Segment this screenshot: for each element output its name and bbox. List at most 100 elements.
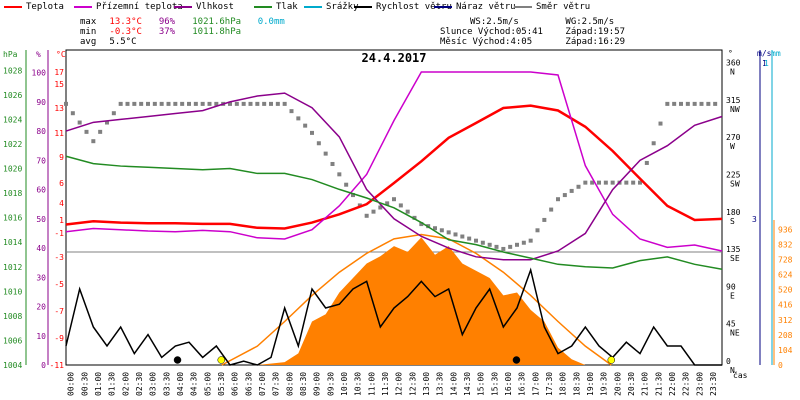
wind-direction-point: [562, 193, 567, 198]
tick-time: 13:30: [436, 372, 445, 396]
wind-direction-point: [665, 101, 670, 106]
wind-direction-point: [371, 209, 376, 214]
wind-direction-point: [467, 236, 472, 241]
wind-direction-point: [180, 101, 185, 106]
wind-direction-point: [487, 242, 492, 247]
legend-label: Tlak: [276, 2, 298, 12]
wind-direction-point: [77, 120, 82, 125]
tick-time: 17:30: [545, 372, 554, 396]
tick-time: 15:00: [477, 372, 486, 396]
wind-direction-point: [508, 244, 513, 249]
tick-time: 18:30: [572, 372, 581, 396]
wind-direction-point: [542, 217, 547, 222]
tick-pressure: 1010: [3, 287, 22, 296]
wind-direction-point: [474, 238, 478, 243]
tick-pressure: 1018: [3, 189, 22, 198]
tick-wind-direction-label: NW: [730, 105, 740, 114]
stat-max-hum: 96%: [158, 17, 176, 27]
wind-direction-point: [631, 180, 636, 185]
wind-direction-point: [685, 101, 690, 106]
axis-temperature-unit: °C: [56, 50, 66, 59]
tick-wind-speed: 1: [762, 59, 767, 68]
wind-direction-point: [248, 101, 253, 106]
tick-wind-direction: 135: [726, 245, 741, 254]
wind-direction-point: [521, 240, 526, 245]
tick-wind-direction-label: N: [730, 366, 735, 375]
tick-wind-direction: 180: [726, 208, 741, 217]
legend-label: Teplota: [26, 2, 64, 12]
tick-time: 19:30: [600, 372, 609, 396]
tick-solar: 728: [778, 255, 793, 264]
legend-label: Srážky: [326, 2, 359, 12]
tick-humidity: 30: [36, 273, 46, 282]
wind-direction-point: [378, 205, 383, 210]
wind-direction-point: [118, 101, 123, 106]
tick-temperature: -3: [54, 253, 64, 262]
tick-temperature: -5: [54, 280, 64, 289]
chart-title: 24.4.2017: [361, 51, 426, 65]
marker-0: [173, 356, 182, 364]
tick-solar: 104: [778, 346, 793, 355]
tick-wind-direction-label: E: [730, 291, 735, 300]
legend-label: Náraz větru: [456, 2, 516, 12]
tick-time: 10:00: [340, 372, 349, 396]
tick-time: 09:00: [313, 372, 322, 396]
axis-humidity-unit: %: [36, 50, 41, 59]
wind-gust-summary: WG:2.5m/s: [565, 17, 615, 27]
wind-direction-point: [535, 228, 540, 233]
tick-solar: 520: [778, 286, 793, 295]
stat-max-temp: 13.3°C: [109, 17, 142, 27]
tick-humidity: 80: [36, 127, 46, 136]
tick-wind-direction-label: S: [730, 217, 735, 226]
sun-rise: Slunce Východ:05:41: [440, 27, 543, 37]
tick-temperature: -11: [50, 361, 65, 370]
legend-swatch: [304, 5, 322, 8]
tick-time: 16:30: [518, 372, 527, 396]
tick-pressure: 1006: [3, 336, 22, 345]
tick-time: 05:00: [203, 372, 212, 396]
stat-max-rain: 0.0mm: [257, 17, 285, 27]
tick-time: 10:30: [354, 372, 363, 396]
legend-item-6: Náraz větru: [434, 2, 516, 12]
wind-direction-point: [262, 101, 267, 106]
wind-direction-point: [494, 244, 499, 249]
tick-solar: 0: [778, 361, 783, 370]
tick-solar: 416: [778, 301, 793, 310]
wind-direction-point: [84, 129, 89, 134]
tick-time: 02:30: [135, 372, 144, 396]
wind-direction-point: [556, 197, 560, 202]
tick-time: 06:00: [231, 372, 240, 396]
wind-direction-point: [132, 101, 137, 106]
tick-solar: 624: [778, 271, 793, 280]
marker-3: [607, 356, 616, 364]
tick-time: 12:30: [408, 372, 417, 396]
tick-humidity: 100: [32, 69, 47, 78]
wind-direction-point: [337, 172, 342, 177]
wind-direction-point: [603, 180, 608, 185]
series-3-line: [65, 155, 723, 270]
wind-direction-point: [351, 193, 355, 198]
wind-direction-point: [515, 242, 519, 247]
tick-humidity: 60: [36, 186, 46, 195]
tick-time: 06:30: [244, 372, 253, 396]
wind-direction-point: [679, 101, 683, 106]
tick-temperature: 17: [54, 68, 64, 77]
wind-direction-point: [275, 101, 280, 106]
stat-min-temp: -0.3°C: [109, 27, 142, 37]
wind-direction-point: [193, 101, 198, 106]
stats-panel: max 13.3°C 96% 1021.6hPa 0.0mm min -0.3°…: [80, 17, 285, 47]
tick-time: 13:00: [422, 372, 431, 396]
tick-wind-direction: 270: [726, 133, 741, 142]
tick-wind-direction-label: SW: [730, 179, 740, 188]
tick-time: 20:30: [627, 372, 636, 396]
tick-wind-direction-label: SE: [730, 254, 740, 263]
tick-wind-direction: 360: [726, 59, 741, 68]
legend-item-4: Srážky: [304, 2, 359, 12]
legend-item-1: Přízemní teplota: [74, 2, 183, 12]
tick-wind-direction-label: NE: [730, 329, 740, 338]
tick-time: 21:00: [641, 372, 650, 396]
tick-time: 00:00: [67, 372, 76, 396]
tick-pressure: 1004: [3, 361, 22, 370]
wind-direction-point: [405, 209, 410, 214]
legend-label: Přízemní teplota: [96, 2, 183, 12]
